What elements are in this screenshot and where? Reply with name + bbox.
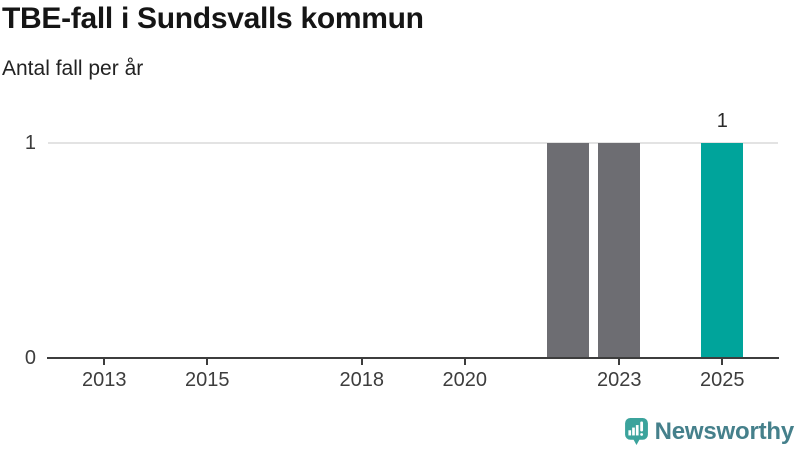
brand-footer: Newsworthy [624,417,795,445]
x-tick-2015 [206,359,209,365]
x-tick-label-2018: 2018 [339,369,385,391]
y-axis-label-0: 0 [24,347,36,369]
x-tick-2025 [721,359,724,365]
x-tick-2013 [103,359,106,365]
x-tick-2018 [360,359,363,365]
x-tick-label-2015: 2015 [185,369,230,391]
newsworthy-logo-icon [624,418,648,445]
x-tick-2020 [463,359,466,365]
gridline-y-1 [48,142,778,144]
bar-2025 [701,143,744,358]
chart-subtitle: Antal fall per år [2,57,144,80]
x-tick-label-2025: 2025 [700,369,745,391]
chart-title: TBE-fall i Sundsvalls kommun [2,2,424,35]
bar-2022 [546,143,589,358]
x-tick-label-2013: 2013 [82,369,127,391]
x-tick-label-2020: 2020 [442,369,488,391]
x-tick-2023 [618,359,621,365]
bar-2023 [598,143,641,358]
bar-value-label-2025: 1 [716,110,728,132]
brand-name: Newsworthy [654,417,795,445]
x-axis-line [47,357,779,359]
y-axis-label-1: 1 [24,132,36,154]
x-tick-label-2023: 2023 [597,369,642,391]
